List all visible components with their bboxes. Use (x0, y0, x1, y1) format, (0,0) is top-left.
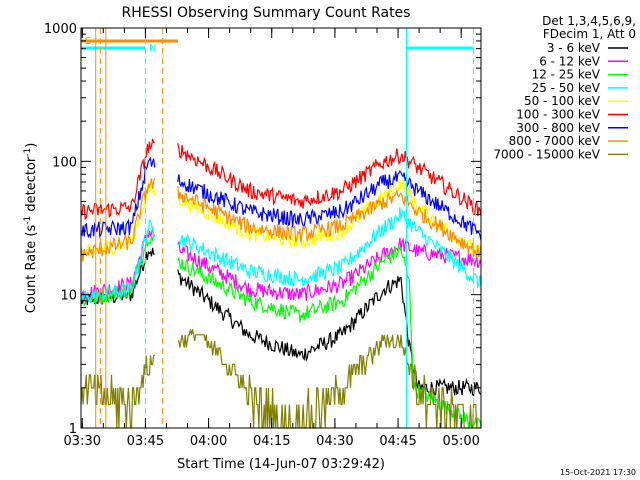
x-tick-label: 03:30 (64, 434, 101, 449)
y-tick-label: 10 (60, 289, 77, 304)
legend-label-2: 12 - 25 keV (532, 68, 601, 82)
y-label-sup-1: -1 (23, 216, 33, 225)
y-label-suffix: ) (24, 143, 39, 148)
x-tick-label: 05:00 (442, 434, 479, 449)
footer-timestamp: 15-Oct-2021 17:30 (560, 468, 636, 477)
series-line-6 (80, 156, 482, 241)
tick-labels: 1 10 100 1000 03:30 03:45 04:00 04:15 04:30 04:45… (44, 22, 481, 449)
x-tick-label: 03:45 (127, 434, 164, 449)
legend-label-4: 50 - 100 keV (524, 94, 601, 108)
x-tick-label: 04:30 (316, 434, 353, 449)
y-tick-label: 1000 (44, 22, 77, 37)
x-axis-label: Start Time (14-Jun-07 03:29:42) (177, 457, 385, 472)
plot-frame (80, 27, 482, 429)
y-label-prefix: Count Rate (s (24, 225, 39, 314)
series-line-8 (80, 329, 481, 429)
legend-title-line-1: Det 1,3,4,5,6,9, (542, 14, 636, 28)
axes (80, 27, 482, 429)
chart-title: RHESSI Observing Summary Count Rates (122, 5, 411, 21)
y-tick-label: 100 (52, 155, 77, 170)
series-line-7 (80, 178, 482, 262)
flag-markers: SN (81, 28, 474, 428)
legend: Det 1,3,4,5,6,9, FDecim 1, Att 0 3 - 6 k… (493, 14, 636, 161)
series-line-5 (80, 138, 482, 221)
legend-label-8: 7000 - 15000 keV (493, 147, 600, 161)
series-line-0 (80, 247, 482, 398)
legend-label-0: 3 - 6 keV (547, 41, 601, 55)
legend-label-1: 6 - 12 keV (539, 54, 601, 68)
y-label-mid: detector (24, 156, 39, 216)
legend-label-7: 800 - 7000 keV (509, 134, 601, 148)
legend-label-3: 25 - 50 keV (532, 81, 601, 95)
flag-label-N: N (149, 43, 156, 54)
y-tick-label: 1 (69, 422, 77, 437)
x-tick-label: 04:15 (253, 434, 290, 449)
x-tick-label: 04:45 (379, 434, 416, 449)
y-axis-label: Count Rate (s-1 detector-1) (23, 143, 39, 314)
series-line-3 (80, 207, 482, 304)
flag-label-S: S (85, 36, 91, 47)
legend-title-line-2: FDecim 1, Att 0 (543, 27, 636, 41)
legend-label-6: 300 - 800 keV (516, 121, 600, 135)
legend-label-5: 100 - 300 keV (516, 108, 600, 122)
x-tick-label: 04:00 (190, 434, 227, 449)
series-lines (80, 138, 482, 429)
y-label-sup-2: -1 (23, 148, 33, 157)
